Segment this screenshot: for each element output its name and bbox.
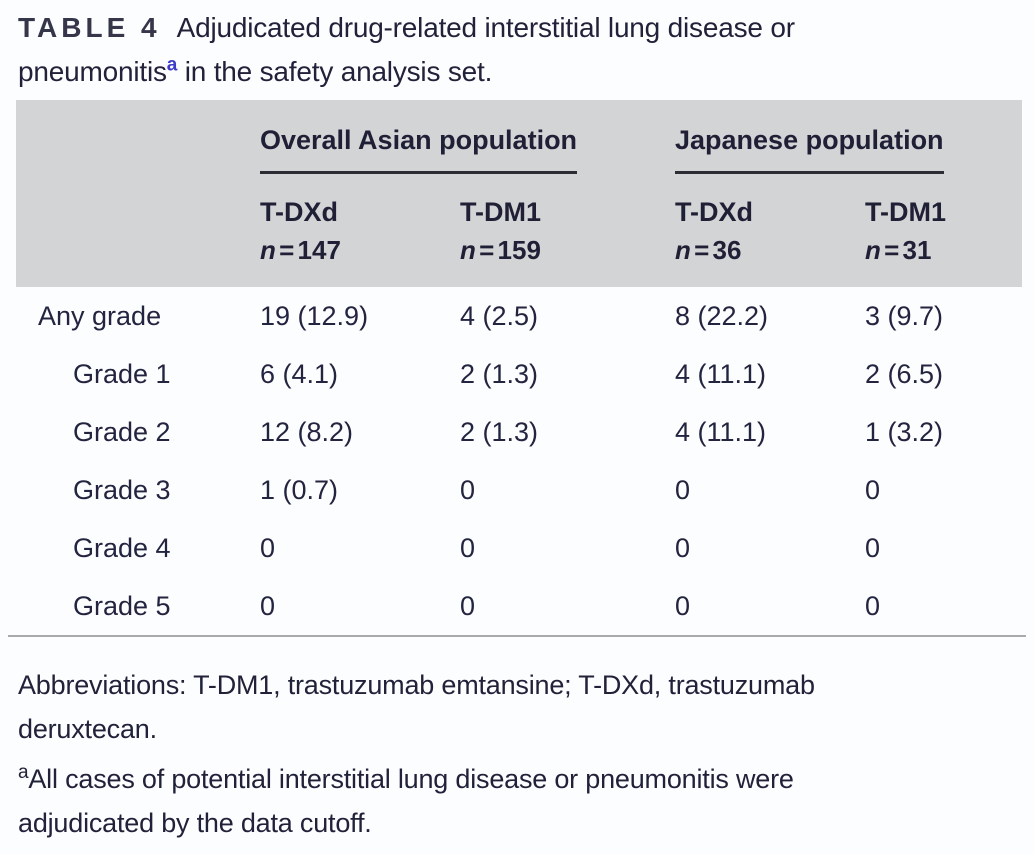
cell-value: 0 xyxy=(865,590,881,621)
footnote-text-line1: All cases of potential interstitial lung… xyxy=(28,764,794,794)
header-spacer-cell xyxy=(16,195,260,271)
table-row-grade-1: Grade 1 6 (4.1) 2 (1.3) 4 (11.1) 2 (6.5) xyxy=(16,345,1022,403)
cell-value: 0 xyxy=(460,590,476,621)
cell-value: 0 xyxy=(260,590,276,621)
footnote-marker-superscript: a xyxy=(166,54,178,76)
cell-value: 2 (1.3) xyxy=(460,416,539,447)
table-row-grade-3: Grade 3 1 (0.7) 0 0 0 xyxy=(16,461,1022,519)
cell-value: 8 (22.2) xyxy=(675,300,769,331)
abbreviations-line1: Abbreviations: T-DM1, trastuzumab emtans… xyxy=(18,670,815,700)
cell-value: 4 (2.5) xyxy=(460,300,539,331)
sample-size: n = 36 xyxy=(675,229,865,271)
cell-value: 4 (11.1) xyxy=(675,416,767,447)
sample-size: n = 147 xyxy=(260,229,460,271)
row-label: Grade 3 xyxy=(73,474,171,505)
table-row-grade-4: Grade 4 0 0 0 0 xyxy=(16,519,1022,577)
cell-value: 4 (11.1) xyxy=(675,358,767,389)
cell-value: 0 xyxy=(460,474,476,505)
drug-name: T-DXd xyxy=(260,197,338,227)
table-bottom-rule xyxy=(8,635,1026,637)
column-group-row: Overall Asian population Japanese popula… xyxy=(16,125,1022,174)
footnote-a: aAll cases of potential interstitial lun… xyxy=(18,757,1014,845)
column-header-tdm1-japanese: T-DM1 n = 31 xyxy=(865,195,1022,271)
column-header-tdxd-japanese: T-DXd n = 36 xyxy=(675,195,865,271)
cell-value: 0 xyxy=(460,532,476,563)
abbreviations-note: Abbreviations: T-DM1, trastuzumab emtans… xyxy=(18,663,1014,751)
n-value: = 147 xyxy=(275,235,341,265)
column-group-japanese: Japanese population xyxy=(675,125,1022,174)
table-title-line1: TABLE 4 Adjudicated drug-related intersti… xyxy=(18,6,1014,50)
drug-name: T-DXd xyxy=(675,197,753,227)
cell-value: 2 (6.5) xyxy=(865,358,944,389)
column-group-overall-asian: Overall Asian population xyxy=(260,125,675,174)
table-row-grade-5: Grade 5 0 0 0 0 xyxy=(16,577,1022,635)
cell-value: 2 (1.3) xyxy=(460,358,539,389)
column-header-row: T-DXd n = 147 T-DM1 n = 159 T-DXd n = 36… xyxy=(16,195,1022,271)
cell-value: 1 (0.7) xyxy=(260,474,339,505)
cell-value: 0 xyxy=(675,474,691,505)
cell-value: 0 xyxy=(865,532,881,563)
cell-value: 3 (9.7) xyxy=(865,300,944,331)
column-header-tdxd-overall: T-DXd n = 147 xyxy=(260,195,460,271)
row-label: Grade 2 xyxy=(73,416,171,447)
table-body: Any grade 19 (12.9) 4 (2.5) 8 (22.2) 3 (… xyxy=(16,287,1022,635)
table-header: Overall Asian population Japanese popula… xyxy=(16,100,1022,287)
row-label: Grade 5 xyxy=(73,590,171,621)
n-value: = 159 xyxy=(475,235,541,265)
n-symbol: n xyxy=(675,235,691,265)
cell-value: 0 xyxy=(260,532,276,563)
row-label: Any grade xyxy=(38,300,162,331)
row-label: Grade 4 xyxy=(73,532,171,563)
table-title: TABLE 4 Adjudicated drug-related intersti… xyxy=(0,0,1034,94)
cell-value: 0 xyxy=(675,532,691,563)
table-title-text-line2: pneumonitis xyxy=(18,56,167,87)
footnote-line2: adjudicated by the data cutoff. xyxy=(18,808,372,838)
header-spacer-cell xyxy=(16,125,260,174)
n-symbol: n xyxy=(460,235,476,265)
column-header-tdm1-overall: T-DM1 n = 159 xyxy=(460,195,675,271)
table-notes: Abbreviations: T-DM1, trastuzumab emtans… xyxy=(0,637,1034,845)
sample-size: n = 31 xyxy=(865,229,1022,271)
table-title-text-line2-end: in the safety analysis set. xyxy=(177,56,493,87)
n-symbol: n xyxy=(260,235,276,265)
drug-name: T-DM1 xyxy=(865,197,946,227)
column-group-japanese-label: Japanese population xyxy=(675,125,944,174)
cell-value: 6 (4.1) xyxy=(260,358,339,389)
drug-name: T-DM1 xyxy=(460,197,541,227)
footnote-line1: aAll cases of potential interstitial lun… xyxy=(18,757,1014,801)
table-title-text-line1: Adjudicated drug-related interstitial lu… xyxy=(176,12,795,43)
cell-value: 0 xyxy=(675,590,691,621)
cell-value: 12 (8.2) xyxy=(260,416,354,447)
n-value: = 31 xyxy=(880,235,932,265)
cell-value: 0 xyxy=(865,474,881,505)
n-value: = 36 xyxy=(690,235,742,265)
sample-size: n = 159 xyxy=(460,229,675,271)
n-symbol: n xyxy=(865,235,881,265)
cell-value: 1 (3.2) xyxy=(865,416,944,447)
table-number-label: TABLE 4 xyxy=(18,12,161,43)
table-row-grade-2: Grade 2 12 (8.2) 2 (1.3) 4 (11.1) 1 (3.2… xyxy=(16,403,1022,461)
cell-value: 19 (12.9) xyxy=(260,300,369,331)
footnote-a-marker: a xyxy=(18,762,29,783)
column-group-overall-asian-label: Overall Asian population xyxy=(260,125,578,174)
abbreviations-line2: deruxtecan. xyxy=(18,714,157,744)
table-title-line2: pneumonitisa in the safety analysis set. xyxy=(18,50,1014,94)
table-row-any-grade: Any grade 19 (12.9) 4 (2.5) 8 (22.2) 3 (… xyxy=(16,287,1022,345)
row-label: Grade 1 xyxy=(73,358,171,389)
